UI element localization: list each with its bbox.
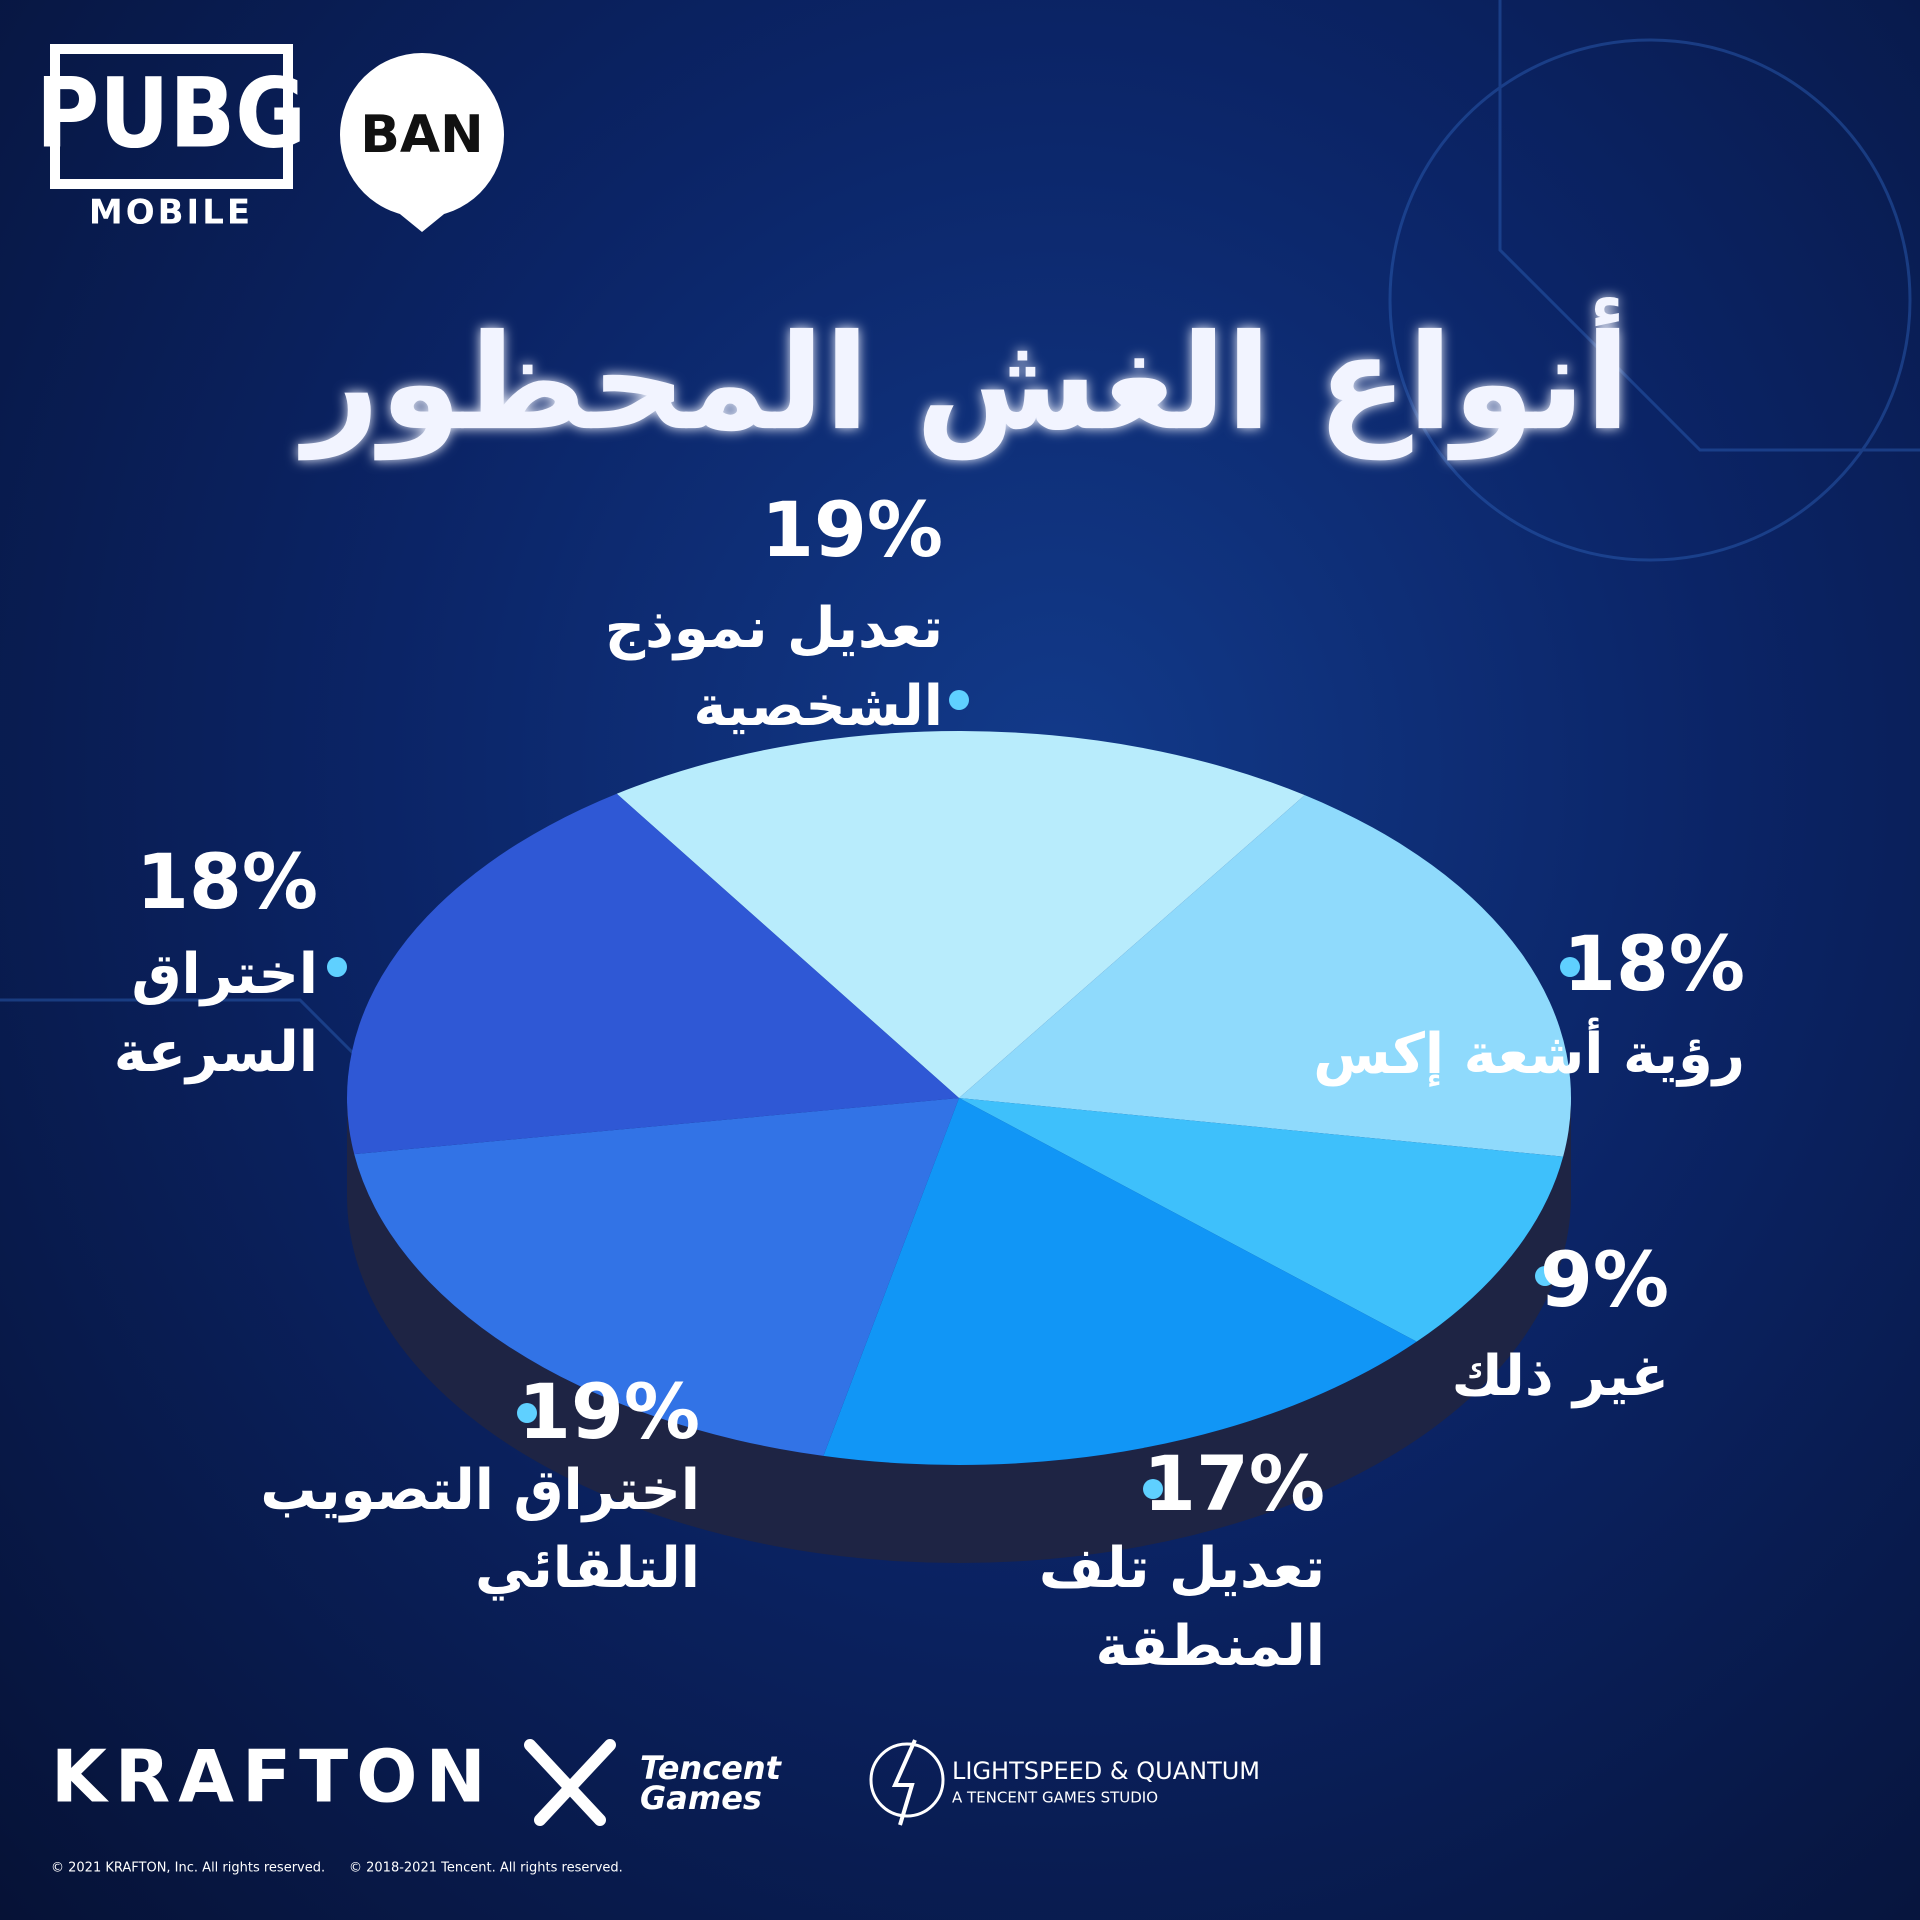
pubg-box (50, 44, 293, 189)
label-dot (1535, 1266, 1555, 1286)
label-dot (517, 1403, 537, 1423)
label-dot (949, 690, 969, 710)
label-dot (327, 957, 347, 977)
chart-title: أنواع الغش المحظور (298, 297, 1631, 461)
studio-logo: A TENCENT GAMES STUDIO (952, 1789, 1158, 1807)
ban-badge (340, 53, 504, 217)
slice-label: رؤية أشعة إكس (1313, 1022, 1745, 1087)
value-label: 18% (136, 837, 318, 926)
value-label: 9% (1539, 1235, 1669, 1324)
slice-label: اختراق التصويب التلقائي (260, 1458, 700, 1601)
pie-slice (959, 795, 1571, 1157)
value-label: 19% (761, 485, 943, 574)
value-label: 18% (1563, 919, 1745, 1008)
games-logo: Games (640, 1779, 762, 1817)
label-dot (1143, 1479, 1163, 1499)
tencent-mark (524, 1739, 616, 1826)
ban-badge-tip (395, 210, 449, 232)
slice-label: تعديل نموذج الشخصية (604, 596, 943, 739)
pie-slice (347, 793, 960, 1155)
lightspeed-logo: LIGHTSPEED & QUANTUM (952, 1757, 1260, 1785)
pie-side (347, 1098, 1571, 1563)
pie-slice (354, 1098, 959, 1456)
lightspeed-mark (869, 1742, 945, 1818)
pie-slice (616, 731, 1305, 1098)
slice-label: غير ذلك (1451, 1344, 1669, 1409)
lightspeed-bolt (891, 1739, 917, 1826)
pie-slice (959, 1098, 1564, 1342)
label-dot (1560, 957, 1580, 977)
mobile-logo: MOBILE (89, 193, 253, 233)
slice-label: تعديل تلف المنطقة (1038, 1536, 1325, 1679)
ban-text: BAN (360, 105, 483, 165)
value-label: 19% (518, 1367, 700, 1456)
pubg-logo: PUBG (36, 57, 306, 169)
tencent-logo: Tencent (640, 1749, 783, 1787)
value-label: 17% (1143, 1439, 1325, 1528)
copyright: © 2018-2021 Tencent. All rights reserved… (349, 1861, 623, 1876)
pie-slice (823, 1098, 1417, 1465)
krafton-logo: KRAFTON (51, 1735, 494, 1819)
copyright: © 2021 KRAFTON, Inc. All rights reserved… (51, 1861, 325, 1876)
slice-label: اختراق السرعة (113, 942, 318, 1085)
